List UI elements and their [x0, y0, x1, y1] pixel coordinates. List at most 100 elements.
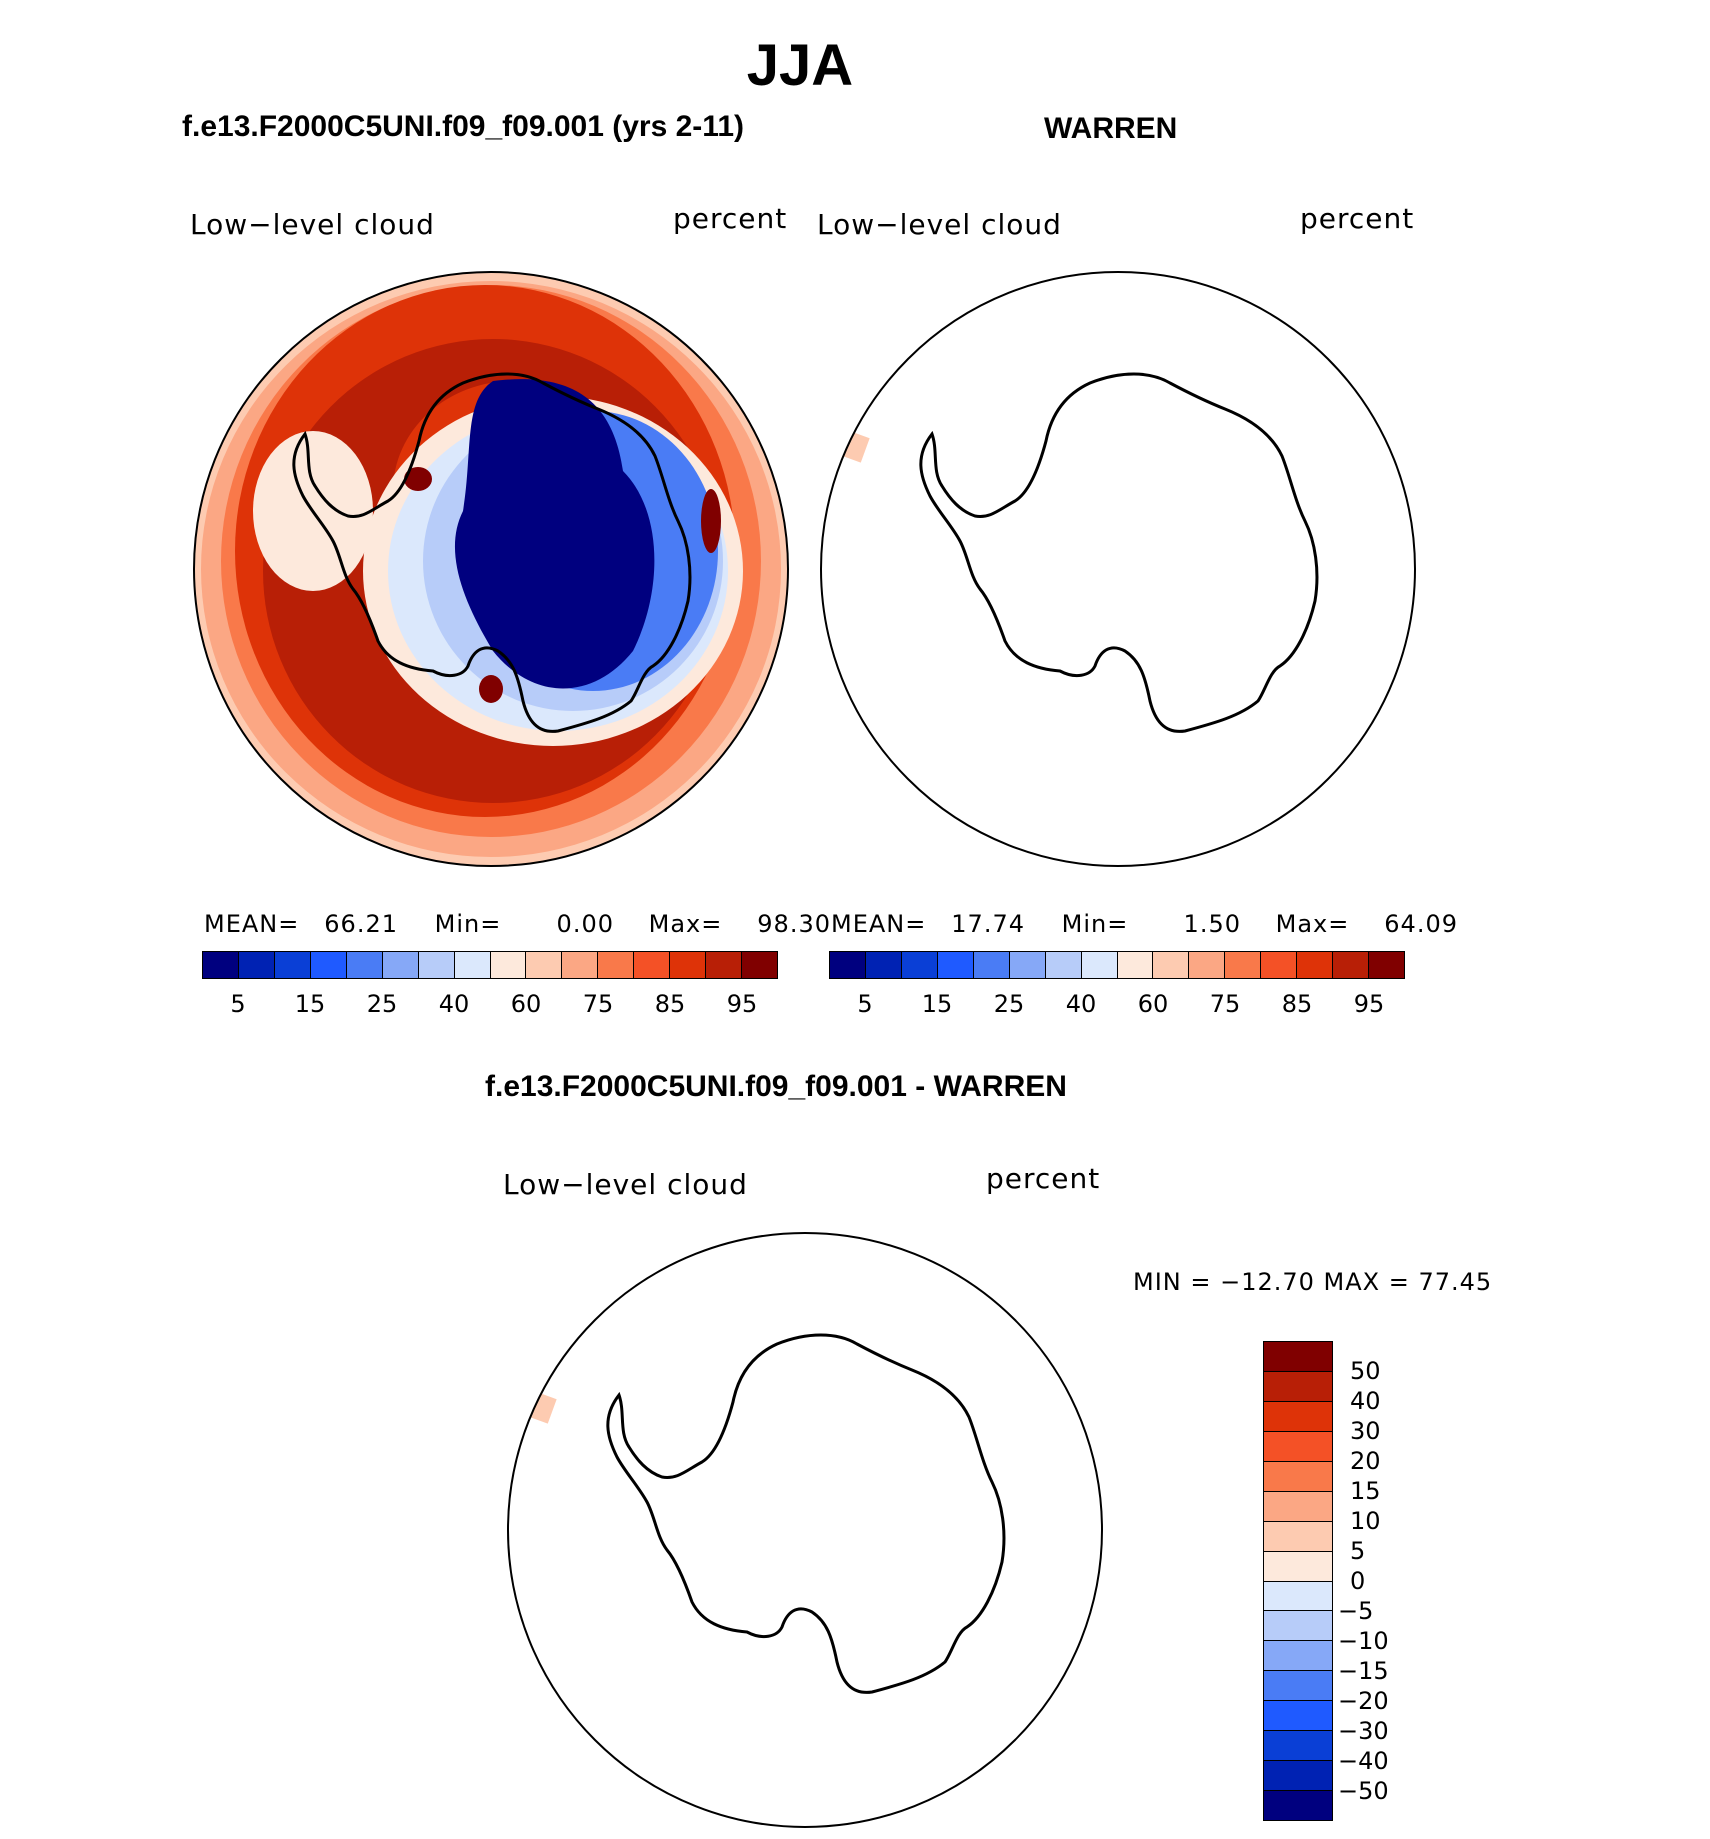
diff-colorbar-ticks: 50 40 30 20 15 10 5 0 −5 −10 −15 −20 −30 −40 −50: [1338, 1341, 1430, 1821]
colorbar-swatch: [937, 952, 974, 978]
colorbar-tick-label: 75: [1209, 990, 1241, 1018]
min-label: Min=: [1061, 910, 1129, 938]
colorbar-swatch: [706, 952, 743, 978]
diff-title: f.e13.F2000C5UNI.f09_f09.001 - WARREN: [485, 1070, 1067, 1103]
colorbar-swatch: [865, 952, 902, 978]
mean-label: MEAN=: [831, 910, 927, 938]
colorbar-swatch: [1264, 1671, 1332, 1702]
diff-units-label: percent: [986, 1162, 1101, 1195]
panel2-variable-label: Low−level cloud: [817, 208, 1062, 241]
antarctica-coastline: [292, 372, 692, 733]
colorbar-tick-label: 40: [1065, 990, 1097, 1018]
colorbar-tick-label: 40: [438, 990, 470, 1018]
panel2-colorbar: [829, 951, 1405, 979]
colorbar-swatch: [1264, 1461, 1332, 1492]
colorbar-swatch: [1297, 952, 1334, 978]
diff-map: [507, 1232, 1103, 1828]
panel1-stats: MEAN= 66.21 Min= 0.00 Max= 98.30: [204, 910, 831, 938]
colorbar-tick-label: −5: [1338, 1597, 1374, 1625]
colorbar-swatch: [1264, 1761, 1332, 1792]
colorbar-tick-label: −15: [1338, 1657, 1389, 1685]
colorbar-tick-label: 5: [1350, 1537, 1366, 1565]
mean-value: 66.21: [324, 910, 398, 938]
colorbar-swatch: [346, 952, 383, 978]
colorbar-swatch: [634, 952, 671, 978]
colorbar-tick-label: −40: [1338, 1747, 1389, 1775]
colorbar-swatch: [973, 952, 1010, 978]
colorbar-swatch: [526, 952, 563, 978]
colorbar-swatch: [1117, 952, 1154, 978]
colorbar-tick-label: 25: [993, 990, 1025, 1018]
colorbar-swatch: [1264, 1521, 1332, 1552]
colorbar-tick-label: −30: [1338, 1717, 1389, 1745]
colorbar-swatch: [310, 952, 347, 978]
mean-value: 17.74: [951, 910, 1025, 938]
panel1-colorbar-ticks: 5 15 25 40 60 75 85 95: [202, 990, 778, 1020]
colorbar-tick-label: 25: [366, 990, 398, 1018]
colorbar-tick-label: 85: [654, 990, 686, 1018]
colorbar-swatch: [1264, 1611, 1332, 1642]
colorbar-tick-label: 85: [1281, 990, 1313, 1018]
min-value: 1.50: [1183, 910, 1241, 938]
colorbar-swatch: [1045, 952, 1082, 978]
colorbar-swatch: [598, 952, 635, 978]
colorbar-swatch: [490, 952, 527, 978]
min-value: 0.00: [556, 910, 614, 938]
panel1-variable-label: Low−level cloud: [190, 208, 435, 241]
colorbar-swatch: [454, 952, 491, 978]
max-value: 64.09: [1384, 910, 1458, 938]
colorbar-tick-label: 40: [1350, 1387, 1381, 1415]
colorbar-swatch: [1189, 952, 1226, 978]
colorbar-tick-label: 5: [857, 990, 873, 1018]
high-cloud-spot-3: [404, 467, 432, 491]
colorbar-swatch: [1264, 1491, 1332, 1522]
colorbar-swatch: [1261, 952, 1298, 978]
panel2-map: [820, 271, 1416, 867]
colorbar-swatch: [1369, 952, 1404, 978]
colorbar-tick-label: 20: [1350, 1447, 1381, 1475]
colorbar-tick-label: 15: [1350, 1477, 1381, 1505]
colorbar-swatch: [1081, 952, 1118, 978]
colorbar-swatch: [238, 952, 275, 978]
colorbar-tick-label: 60: [510, 990, 542, 1018]
colorbar-tick-label: 5: [230, 990, 246, 1018]
min-label: Min=: [434, 910, 502, 938]
colorbar-swatch: [901, 952, 938, 978]
antarctica-coastline: [919, 372, 1319, 733]
colorbar-tick-label: 0: [1350, 1567, 1366, 1595]
diff-range-text: MIN = −12.70 MAX = 77.45: [1133, 1268, 1493, 1296]
panel1-map: [193, 271, 789, 867]
colorbar-tick-label: 95: [1353, 990, 1385, 1018]
diff-colorbar: [1263, 1341, 1333, 1821]
colorbar-swatch: [382, 952, 419, 978]
panel2-title: WARREN: [1044, 112, 1178, 145]
panel1-title: f.e13.F2000C5UNI.f09_f09.001 (yrs 2-11): [182, 110, 745, 143]
colorbar-swatch: [274, 952, 311, 978]
colorbar-swatch: [1264, 1701, 1332, 1732]
panel2-colorbar-ticks: 5 15 25 40 60 75 85 95: [829, 990, 1405, 1020]
colorbar-swatch: [1264, 1401, 1332, 1432]
colorbar-swatch: [1264, 1371, 1332, 1402]
colorbar-swatch: [742, 952, 777, 978]
colorbar-tick-label: 30: [1350, 1417, 1381, 1445]
diff-variable-label: Low−level cloud: [503, 1168, 748, 1201]
colorbar-swatch: [562, 952, 599, 978]
high-cloud-spot: [701, 489, 721, 553]
colorbar-swatch: [1009, 952, 1046, 978]
antarctica-coastline: [606, 1333, 1006, 1694]
high-cloud-spot-2: [479, 675, 503, 703]
colorbar-tick-label: −50: [1338, 1777, 1389, 1805]
colorbar-swatch: [1264, 1791, 1332, 1820]
colorbar-swatch: [203, 952, 239, 978]
panel2-units-label: percent: [1300, 202, 1415, 235]
colorbar-swatch: [830, 952, 866, 978]
max-label: Max=: [648, 910, 723, 938]
colorbar-swatch: [670, 952, 707, 978]
colorbar-tick-label: −20: [1338, 1687, 1389, 1715]
continent-core: [454, 379, 655, 689]
panel2-stats: MEAN= 17.74 Min= 1.50 Max= 64.09: [831, 910, 1458, 938]
colorbar-tick-label: 10: [1350, 1507, 1381, 1535]
colorbar-swatch: [1153, 952, 1190, 978]
colorbar-tick-label: 50: [1350, 1357, 1381, 1385]
colorbar-tick-label: 15: [921, 990, 953, 1018]
